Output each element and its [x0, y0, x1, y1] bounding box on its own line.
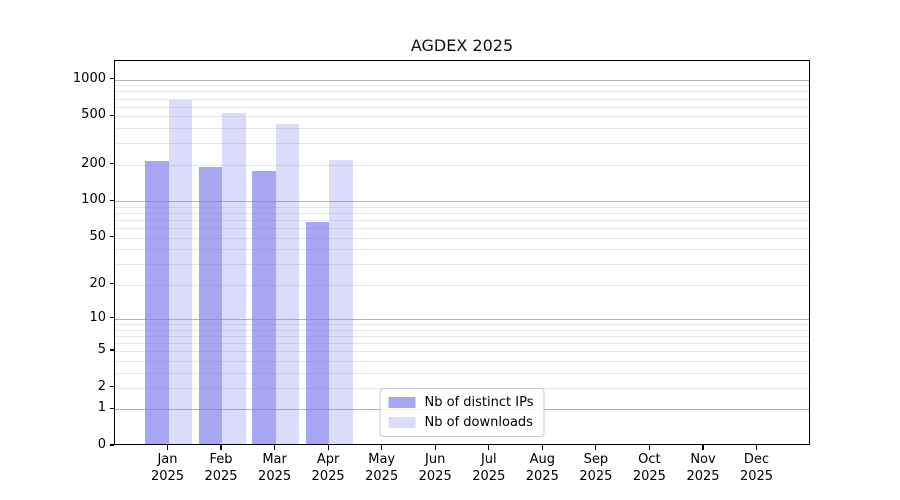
plot-area: Nb of distinct IPs Nb of downloads [114, 60, 810, 445]
minor-gridline [115, 164, 809, 166]
minor-gridline [115, 329, 809, 331]
y-tick-label: 0 [97, 437, 106, 452]
bar-distinct-ips-feb [198, 166, 222, 444]
x-tick-label-jul: Jul 2025 [472, 452, 506, 484]
minor-gridline [115, 228, 809, 229]
x-tick-mark [434, 445, 436, 450]
major-gridline [115, 318, 809, 320]
y-tick-label: 1 [97, 400, 106, 416]
minor-gridline [115, 212, 809, 214]
bar-downloads-mar [275, 124, 300, 444]
y-tick-mark [109, 317, 114, 319]
x-tick-label-oct: Oct 2025 [632, 452, 666, 484]
bar-distinct-ips-mar [252, 171, 276, 444]
legend-item-downloads: Nb of downloads [388, 415, 534, 430]
y-tick-mark [109, 77, 114, 80]
minor-gridline [115, 219, 809, 221]
x-tick-label-nov: Nov 2025 [686, 452, 720, 484]
x-tick-label-apr: Apr 2025 [311, 452, 345, 484]
x-tick-mark [273, 445, 276, 450]
x-tick-mark [541, 445, 543, 450]
x-tick-mark [702, 445, 704, 450]
x-tick-mark [648, 445, 651, 450]
x-tick-label-mar: Mar 2025 [258, 452, 292, 484]
y-tick-mark [109, 199, 114, 201]
y-tick-label: 100 [81, 192, 106, 208]
x-tick-label-may: May 2025 [365, 452, 399, 484]
chart-title: AGDEX 2025 [410, 36, 514, 55]
minor-gridline [115, 116, 809, 118]
minor-gridline [115, 106, 809, 108]
minor-gridline [115, 206, 809, 208]
minor-gridline [115, 237, 809, 239]
minor-gridline [115, 91, 809, 93]
minor-gridline [115, 284, 809, 286]
legend-label: Nb of downloads [424, 415, 533, 430]
legend-swatch-icon [388, 397, 416, 408]
bar-distinct-ips-jan [145, 161, 169, 444]
bar-distinct-ips-apr [305, 221, 330, 444]
minor-gridline [115, 263, 809, 265]
bar-downloads-apr [329, 160, 353, 444]
minor-gridline [115, 360, 809, 362]
legend-label: Nb of distinct IPs [424, 395, 534, 410]
y-tick-mark [109, 282, 114, 285]
minor-gridline [115, 143, 809, 145]
minor-gridline [115, 249, 809, 250]
x-tick-label-dec: Dec 2025 [739, 452, 774, 484]
legend-item-distinct-ips: Nb of distinct IPs [388, 395, 534, 410]
bar-downloads-jan [168, 99, 192, 444]
x-tick-label-feb: Feb 2025 [204, 452, 238, 484]
y-tick-mark [109, 349, 114, 351]
minor-gridline [115, 351, 809, 352]
y-tick-label: 1000 [72, 70, 106, 86]
x-tick-mark [488, 445, 490, 450]
legend-swatch-icon [388, 417, 416, 428]
x-tick-label-sep: Sep 2025 [579, 452, 613, 484]
y-tick-label: 2 [97, 378, 106, 394]
y-tick-label: 50 [89, 228, 106, 244]
x-tick-mark [327, 445, 329, 450]
minor-gridline [115, 128, 809, 130]
y-tick-mark [109, 235, 114, 238]
x-tick-mark [595, 445, 597, 450]
x-tick-mark [381, 445, 383, 450]
y-tick-label: 5 [97, 342, 106, 357]
x-tick-label-jun: Jun 2025 [418, 452, 452, 484]
minor-gridline [115, 372, 809, 374]
y-tick-mark [109, 114, 114, 116]
y-tick-mark [109, 407, 114, 409]
minor-gridline [115, 98, 809, 100]
minor-gridline [115, 323, 809, 325]
legend: Nb of distinct IPs Nb of downloads [379, 388, 545, 437]
bar-downloads-feb [222, 113, 246, 444]
minor-gridline [115, 335, 809, 337]
y-tick-mark [109, 163, 114, 165]
x-tick-mark [220, 445, 222, 450]
x-tick-label-aug: Aug 2025 [525, 452, 559, 484]
major-gridline [115, 201, 809, 203]
minor-gridline [115, 85, 809, 87]
x-tick-mark [755, 445, 758, 450]
major-gridline [115, 79, 809, 81]
y-tick-label: 20 [89, 275, 106, 291]
y-tick-label: 200 [81, 155, 106, 171]
y-tick-label: 10 [89, 309, 106, 325]
minor-gridline [115, 342, 809, 344]
y-tick-label: 500 [81, 107, 106, 123]
x-tick-mark [166, 445, 169, 450]
x-tick-label-jan: Jan 2025 [150, 452, 185, 484]
y-tick-mark [109, 444, 114, 446]
y-tick-mark [109, 386, 114, 388]
